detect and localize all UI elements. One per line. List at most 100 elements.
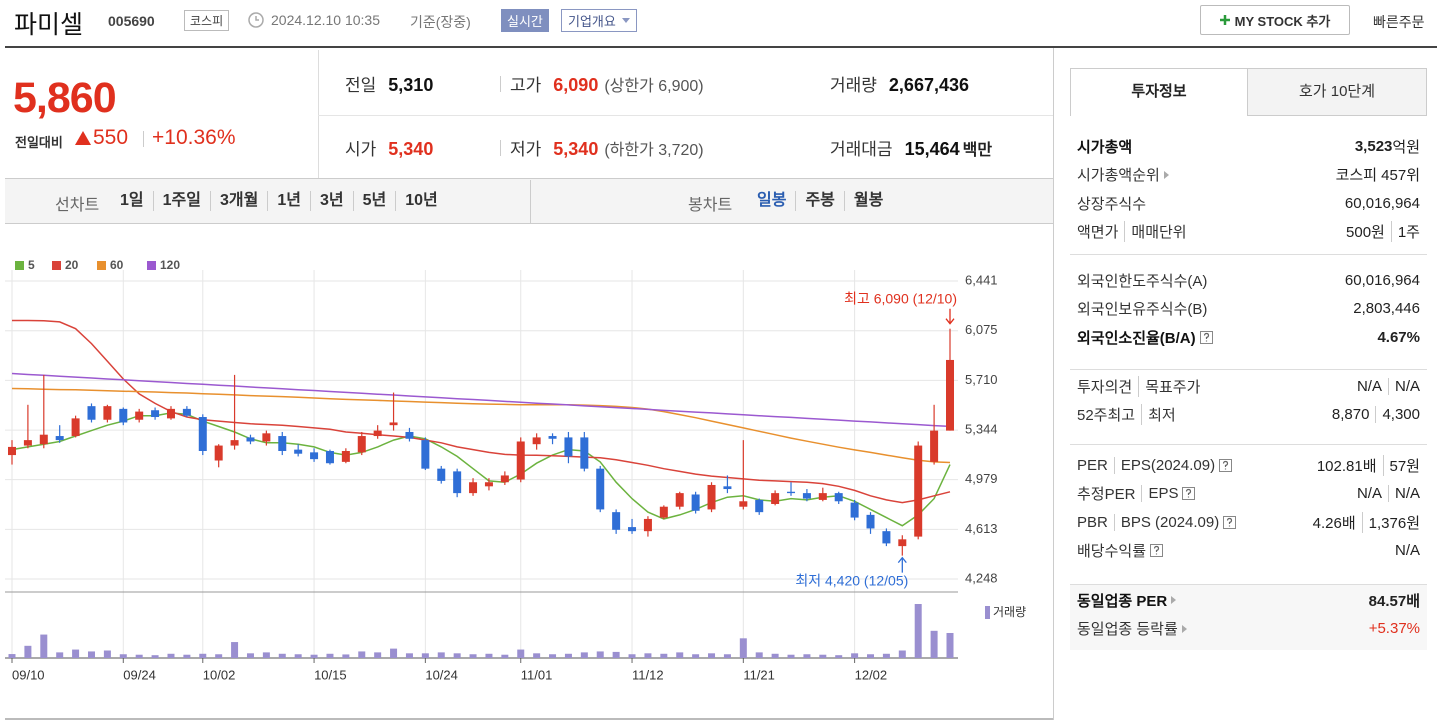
volume-bar [167,653,175,658]
stat: 시가 5,340 [345,135,433,160]
tab-item[interactable]: 10년 [395,191,447,211]
info-tab-active[interactable]: 투자정보 [1070,68,1248,116]
value-part: N/A [1356,377,1382,395]
stat-value: 2,667,436 [888,75,969,95]
info-label: 시가총액 [1077,136,1132,157]
volume-bar [517,649,525,658]
label-part: 목표주가 [1138,375,1200,397]
quick-order[interactable]: 빠른주문 [1373,14,1425,30]
tab-item[interactable]: 월봉 [843,191,892,211]
x-tick-label: 10/15 [314,667,347,682]
y-tick-label: 4,248 [965,570,998,585]
candle-body [182,408,191,416]
ma-line [11,372,951,428]
candle-body [787,491,796,494]
label-part: 시가총액순위 [1077,167,1160,184]
panel-border [1053,48,1054,720]
info-row: 투자의견 목표주가 N/A N/A [1077,372,1420,400]
top-rule [5,46,1437,48]
q [1186,488,1192,498]
candle-body [659,506,668,518]
volume-bar [421,653,429,658]
volume-bar [898,650,906,658]
candle-body [675,493,684,507]
tab-bar [5,178,1053,224]
ma-line [11,412,951,527]
info-label: 액면가 매매단위 [1077,221,1187,242]
stat-label: 저가 [510,140,542,159]
realtime-button[interactable]: 실시간 [501,9,549,32]
value-part: N/A [1356,485,1382,502]
stat: 거래량 2,667,436 [830,71,969,96]
info-value: 3,523 억원 [1355,136,1420,157]
volume-bar [215,654,223,658]
info-row: 액면가 매매단위 500원 1주 [1077,218,1420,246]
volume-bar [8,654,16,658]
info-row: 외국인소진율(B/A) 4.67% [1077,323,1420,351]
tab-item[interactable]: 1일 [120,192,144,209]
rate: +10.36% [152,126,236,149]
tab-item[interactable]: 1주일 [152,191,210,211]
info-value: 8,870 4,300 [1332,406,1420,423]
stat: 전일 5,310 [345,71,433,96]
info-label: 동일업종 PER [1077,590,1178,611]
candle-body [532,437,541,445]
volume-bar [437,652,445,658]
info-row: 외국인한도주식수(A) 60,016,964 [1077,266,1420,294]
arrow [1181,624,1187,633]
volume-bar [644,653,652,658]
tab-item[interactable]: 3년 [309,191,353,211]
candle-body [612,512,621,530]
info-label: 외국인소진율(B/A) [1077,327,1213,348]
tab-item[interactable]: 5년 [352,191,396,211]
volume-bar [946,632,954,658]
candle-body [8,446,16,456]
tab-item[interactable]: 3개월 [209,191,267,211]
volume-bar [803,654,811,658]
value-part: 102.81배 [1316,457,1377,475]
value-part: 57원 [1382,454,1420,476]
candle-body [628,527,637,532]
tab-item[interactable]: 일봉 [757,192,787,209]
sep [143,131,144,147]
divider [318,115,1053,116]
arrow [1171,596,1177,604]
info-label: PBR BPS (2024.09) [1077,513,1237,531]
info-row: 시가총액 3,523 억원 [1077,132,1420,160]
volume-bar [835,655,843,658]
candle-body [643,518,652,532]
info-tab[interactable]: 호가 10단계 [1248,68,1427,116]
company-button[interactable]: 기업개요 [561,9,637,32]
candle-body [135,411,144,420]
dropdown-icon [621,18,630,23]
value-part: 2,803,446 [1353,300,1420,317]
info-row: 상장주식수 60,016,964 [1077,189,1420,217]
info-value: N/A N/A [1356,377,1420,395]
tab-item[interactable]: 1년 [267,191,310,211]
info-row: 배당수익률 N/A [1077,537,1420,565]
candle-body [214,445,223,461]
volume-bar [390,648,398,658]
value-part: N/A [1387,485,1420,502]
sep [500,76,501,92]
candle-body [357,436,366,453]
tab-title: 선차트 [55,197,100,214]
volume-bar [246,653,254,658]
price: 5,860 [13,74,117,122]
label-part: 추정PER [1077,486,1136,503]
legend-label: 5 [28,258,35,272]
tab-item[interactable]: 주봉 [795,191,843,211]
info-label: 동일업종 등락률 [1077,618,1189,639]
basis: 기준(장중) [410,14,471,30]
help-icon [1219,458,1233,472]
stat-value: 6,090 [553,75,599,95]
volume-bar [549,654,557,658]
volume-bar [723,654,731,658]
my-stock-button[interactable]: MY STOCK 추가 [1200,5,1350,35]
value-part: 1주 [1390,221,1420,242]
legend-swatch [97,261,106,270]
info-value: 60,016,964 [1345,195,1420,212]
info-row: 동일업종 등락률 +5.37% [1077,615,1420,643]
bottom-rule [5,718,1053,720]
